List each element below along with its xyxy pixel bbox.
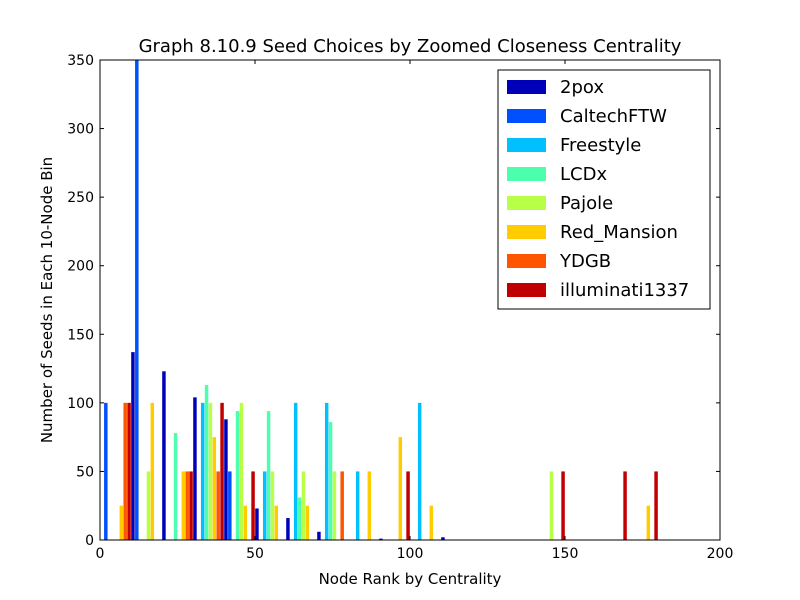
bar [274, 505, 279, 540]
bar [228, 471, 232, 540]
bar [262, 471, 267, 540]
legend-swatch [507, 80, 546, 94]
bar [251, 471, 255, 540]
bar [429, 505, 434, 540]
bar [189, 471, 193, 540]
bar [239, 402, 244, 540]
bar [270, 471, 275, 540]
bar [162, 371, 166, 540]
legend-label: YDGB [559, 251, 611, 272]
bar [305, 505, 310, 540]
bar [212, 437, 217, 540]
bar [355, 471, 360, 540]
bar [297, 497, 302, 540]
bar [135, 60, 139, 540]
bar [243, 505, 248, 540]
bar [328, 422, 333, 540]
legend-swatch [507, 167, 546, 181]
legend-swatch [507, 254, 546, 268]
bar [131, 352, 135, 540]
legend-label: CaltechFTW [560, 106, 667, 127]
bar [127, 402, 131, 540]
bar [332, 471, 337, 540]
legend-swatch [507, 138, 546, 152]
legend-label: illuminati1337 [560, 280, 689, 301]
bar [208, 402, 213, 540]
bar [654, 471, 658, 540]
legend-label: LCDx [560, 164, 607, 185]
y-tick-label: 200 [67, 259, 94, 275]
legend-swatch [507, 225, 546, 239]
bar [235, 411, 240, 540]
y-axis-label: Number of Seeds in Each 10-Node Bin [38, 157, 56, 443]
x-tick-label: 50 [246, 546, 264, 562]
bar [181, 471, 186, 540]
legend-label: Freestyle [560, 135, 641, 156]
bar [204, 385, 209, 540]
y-tick-label: 300 [67, 122, 94, 138]
x-axis-label: Node Rank by Centrality [319, 570, 502, 588]
x-tick-label: 150 [552, 546, 579, 562]
x-tick-label: 200 [707, 546, 734, 562]
legend-swatch [507, 196, 546, 210]
legend-items: 2pox CaltechFTW Freestyle LCDx Pajole Red_Man… [507, 77, 689, 301]
bar [220, 402, 224, 540]
bar [549, 471, 554, 540]
legend-label: Red_Mansion [560, 222, 678, 243]
x-tick-label: 0 [96, 546, 105, 562]
bar [216, 471, 220, 540]
bar [324, 402, 329, 540]
legend-label: 2pox [560, 77, 604, 98]
legend-swatch [507, 109, 546, 123]
bar [255, 508, 259, 540]
bar [286, 518, 290, 540]
chart-title: Graph 8.10.9 Seed Choices by Zoomed Clos… [139, 36, 682, 57]
bar [301, 471, 306, 540]
bar [367, 471, 372, 540]
axis-ticks: 0 50 100 150 200 0 50 100 150 200 250 300 350 [67, 53, 733, 562]
x-tick-label: 100 [397, 546, 424, 562]
legend: 2pox CaltechFTW Freestyle LCDx Pajole Red_Man… [497, 69, 711, 310]
bar [406, 471, 410, 540]
y-tick-label: 350 [67, 53, 94, 69]
bar [193, 397, 197, 540]
bar [646, 505, 651, 540]
bars-layer [104, 60, 658, 540]
legend-label: Pajole [560, 193, 613, 214]
bar [417, 402, 422, 540]
y-tick-label: 250 [67, 190, 94, 206]
y-tick-label: 100 [67, 396, 94, 412]
bar [561, 471, 565, 540]
bar [224, 419, 228, 540]
bar [123, 402, 127, 540]
bar [104, 402, 108, 540]
bar [340, 471, 344, 540]
bar [185, 471, 189, 540]
bar [293, 402, 298, 540]
legend-swatch [507, 283, 546, 297]
bar [398, 437, 403, 540]
bar [441, 537, 445, 540]
bar [146, 471, 151, 540]
y-tick-label: 150 [67, 327, 94, 343]
bar [623, 471, 627, 540]
bar [379, 538, 383, 540]
bar [173, 433, 178, 540]
bar [119, 505, 124, 540]
bar [317, 531, 321, 540]
bar [266, 411, 271, 540]
y-tick-label: 0 [85, 533, 94, 549]
bar [200, 402, 205, 540]
bar [150, 402, 155, 540]
y-tick-label: 50 [76, 464, 94, 480]
